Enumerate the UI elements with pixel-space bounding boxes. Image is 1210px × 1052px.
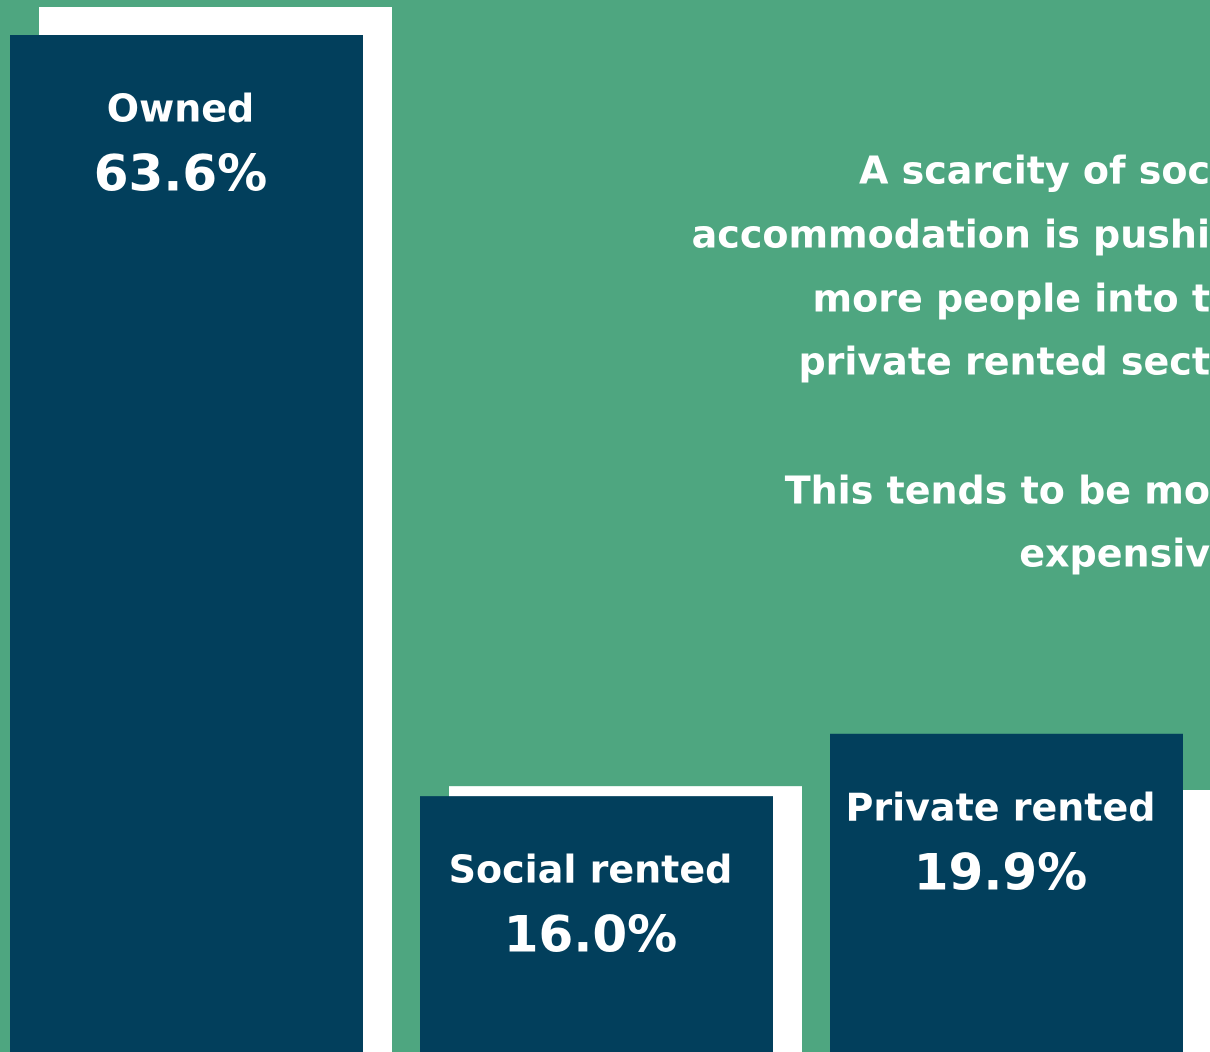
annotation-line: This tends to be mo — [785, 469, 1210, 513]
annotation-line: A scarcity of soc — [859, 149, 1210, 193]
annotation-line: expensiv — [1019, 532, 1210, 576]
value-label: 63.6% — [94, 145, 267, 203]
annotation-line: more people into t — [813, 277, 1210, 321]
value-label: 19.9% — [914, 843, 1087, 901]
value-label: 16.0% — [504, 906, 677, 964]
bar — [830, 733, 1183, 1052]
category-label: Owned — [107, 87, 254, 131]
bar — [420, 796, 773, 1052]
bar — [10, 35, 363, 1052]
category-label: Social rented — [449, 848, 733, 892]
annotation-line: private rented sect — [798, 340, 1210, 384]
annotation-line: accommodation is pushi — [692, 213, 1210, 257]
category-label: Private rented — [846, 785, 1156, 829]
panel — [1183, 790, 1210, 1052]
